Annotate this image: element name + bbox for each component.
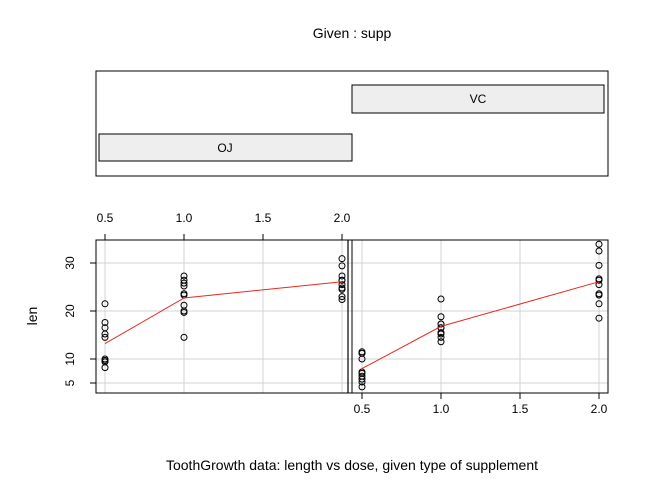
panel-vc bbox=[351, 239, 609, 394]
data-point bbox=[338, 276, 346, 284]
data-point bbox=[180, 301, 188, 309]
data-point bbox=[595, 240, 603, 248]
bottom-x-tick-label: 1.5 bbox=[512, 402, 529, 416]
data-point bbox=[338, 284, 346, 292]
data-point bbox=[595, 261, 603, 269]
data-point bbox=[101, 300, 109, 308]
data-point bbox=[338, 295, 346, 303]
data-point bbox=[101, 324, 109, 332]
data-point bbox=[180, 333, 188, 341]
y-tick-label: 30 bbox=[63, 256, 77, 270]
x-axis-label: ToothGrowth data: length vs dose, given … bbox=[166, 457, 538, 473]
data-point bbox=[338, 262, 346, 270]
given-box bbox=[95, 70, 609, 177]
y-tick-label: 20 bbox=[63, 304, 77, 318]
top-x-tick-label: 2.0 bbox=[334, 211, 351, 225]
given-strip-vc-label: VC bbox=[470, 92, 487, 106]
data-point bbox=[180, 282, 188, 290]
panel-frame bbox=[351, 239, 609, 394]
top-x-tick-label: 1.5 bbox=[255, 211, 272, 225]
given-strip-vc: VC bbox=[351, 84, 605, 114]
data-point bbox=[180, 279, 188, 287]
data-point bbox=[180, 290, 188, 298]
top-x-tick-label: 0.5 bbox=[97, 211, 114, 225]
data-point bbox=[338, 281, 346, 289]
data-point bbox=[101, 333, 109, 341]
data-point bbox=[595, 314, 603, 322]
top-x-axis: 0.5 1.0 1.5 2.0 bbox=[97, 211, 351, 240]
data-point bbox=[101, 319, 109, 327]
y-axis: 5 10 20 30 len bbox=[24, 256, 96, 386]
data-point bbox=[101, 356, 109, 364]
data-point bbox=[358, 369, 366, 377]
bottom-x-tick-label: 1.0 bbox=[433, 402, 450, 416]
given-strip-vc-bar bbox=[351, 84, 605, 114]
data-point bbox=[180, 272, 188, 280]
y-tick-label: 10 bbox=[63, 352, 77, 366]
data-point bbox=[437, 333, 445, 341]
smooth-line bbox=[104, 281, 343, 345]
data-point bbox=[437, 295, 445, 303]
data-point bbox=[338, 255, 346, 263]
data-point bbox=[358, 349, 366, 357]
data-point bbox=[437, 313, 445, 321]
given-strip-oj: OJ bbox=[98, 133, 353, 162]
y-tick-label: 5 bbox=[63, 379, 77, 386]
data-point bbox=[437, 338, 445, 346]
data-point bbox=[437, 329, 445, 337]
data-point bbox=[595, 291, 603, 299]
data-point bbox=[595, 300, 603, 308]
data-point bbox=[338, 272, 346, 280]
bottom-x-tick-label: 2.0 bbox=[591, 402, 608, 416]
given-strip-oj-bar bbox=[98, 133, 353, 162]
data-point bbox=[338, 293, 346, 301]
panel-oj bbox=[95, 239, 353, 394]
data-point bbox=[358, 383, 366, 391]
bottom-x-axis: 0.5 1.0 1.5 2.0 bbox=[354, 393, 608, 416]
chart-title: Given : supp bbox=[313, 25, 392, 41]
given-strip-oj-label: OJ bbox=[217, 141, 232, 155]
data-point bbox=[358, 378, 366, 386]
bottom-x-tick-label: 0.5 bbox=[354, 402, 371, 416]
y-axis-label: len bbox=[24, 307, 40, 326]
data-point bbox=[595, 247, 603, 255]
smooth-line bbox=[361, 281, 600, 370]
top-x-tick-label: 1.0 bbox=[176, 211, 193, 225]
